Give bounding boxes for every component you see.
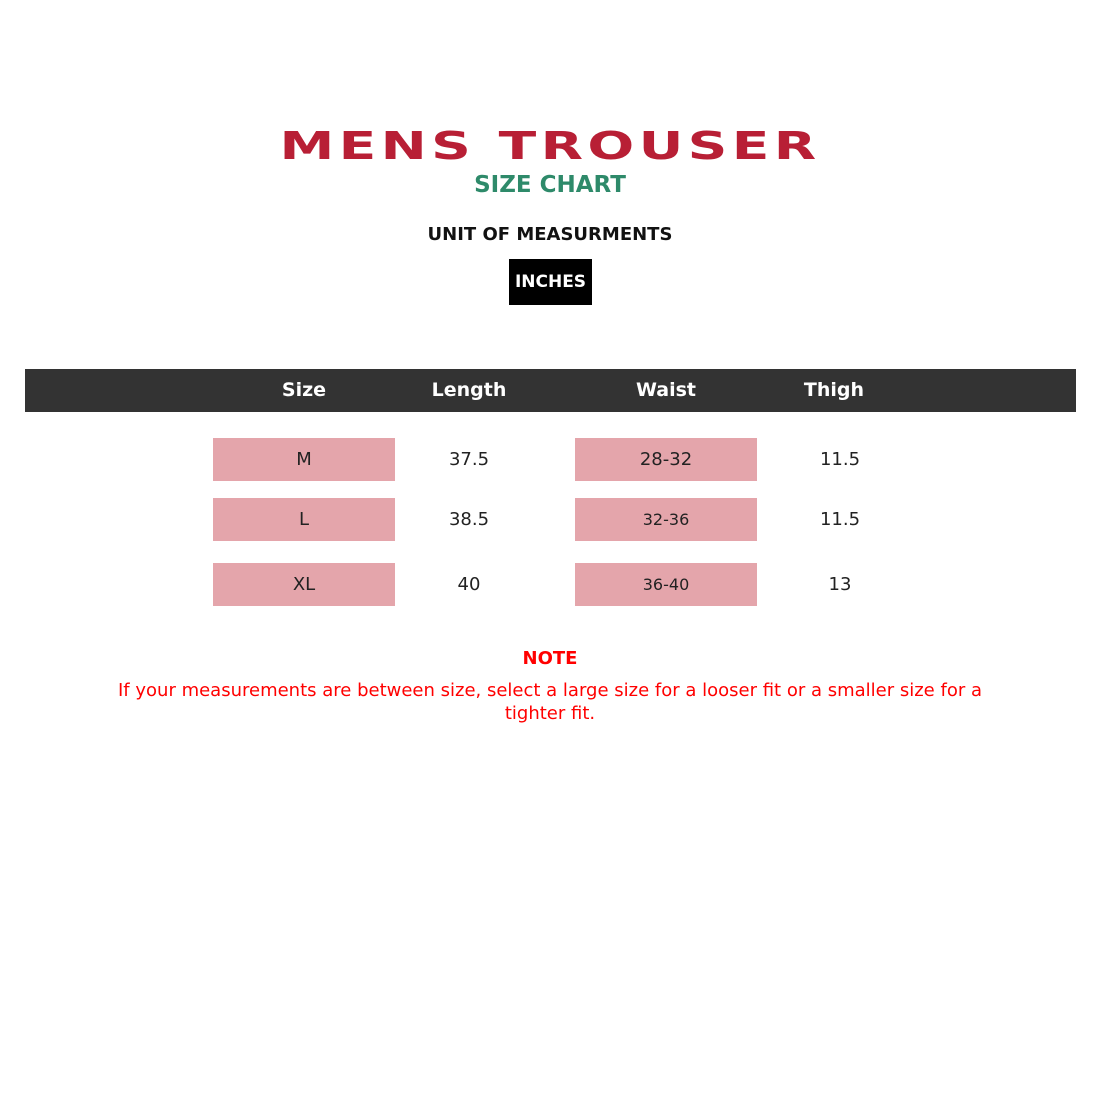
cell-length: 38.5	[448, 509, 490, 530]
cell-length: 37.5	[448, 449, 490, 470]
cell-size: L	[213, 498, 395, 541]
unit-badge: INCHES	[509, 259, 592, 305]
cell-waist: 36-40	[575, 563, 757, 606]
header-size: Size	[281, 379, 327, 401]
page-subtitle: SIZE CHART	[474, 172, 626, 198]
note-text: If your measurements are between size, s…	[118, 680, 982, 724]
page-title: MENS TROUSER	[279, 124, 821, 168]
cell-thigh: 11.5	[819, 509, 861, 530]
note-title: NOTE	[522, 648, 578, 669]
cell-waist: 28-32	[575, 438, 757, 481]
table-header: Size Length Waist Thigh	[25, 369, 1076, 412]
cell-thigh: 11.5	[819, 449, 861, 470]
cell-size: M	[213, 438, 395, 481]
header-length: Length	[431, 379, 507, 401]
cell-length: 40	[457, 574, 481, 595]
unit-label: UNIT OF MEASURMENTS	[427, 224, 673, 245]
header-waist: Waist	[635, 379, 696, 401]
cell-thigh: 13	[828, 574, 852, 595]
cell-waist: 32-36	[575, 498, 757, 541]
header-thigh: Thigh	[803, 379, 865, 401]
cell-size: XL	[213, 563, 395, 606]
